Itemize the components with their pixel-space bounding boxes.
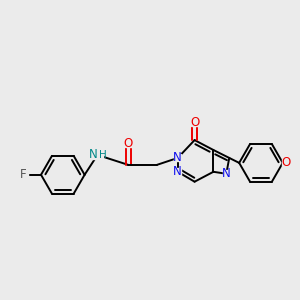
Text: N: N xyxy=(89,148,98,161)
Bar xyxy=(282,159,290,167)
Text: N: N xyxy=(222,167,231,180)
Text: O: O xyxy=(190,116,199,129)
Bar xyxy=(174,154,181,161)
Bar xyxy=(191,119,198,126)
Text: N: N xyxy=(173,165,182,178)
Bar xyxy=(223,170,230,177)
Bar xyxy=(174,168,181,175)
Bar xyxy=(92,151,104,159)
Bar xyxy=(19,171,28,178)
Text: N: N xyxy=(173,152,182,164)
Text: F: F xyxy=(20,168,26,181)
Bar xyxy=(124,140,132,147)
Text: O: O xyxy=(281,156,290,170)
Text: H: H xyxy=(99,150,106,160)
Text: O: O xyxy=(124,136,133,150)
